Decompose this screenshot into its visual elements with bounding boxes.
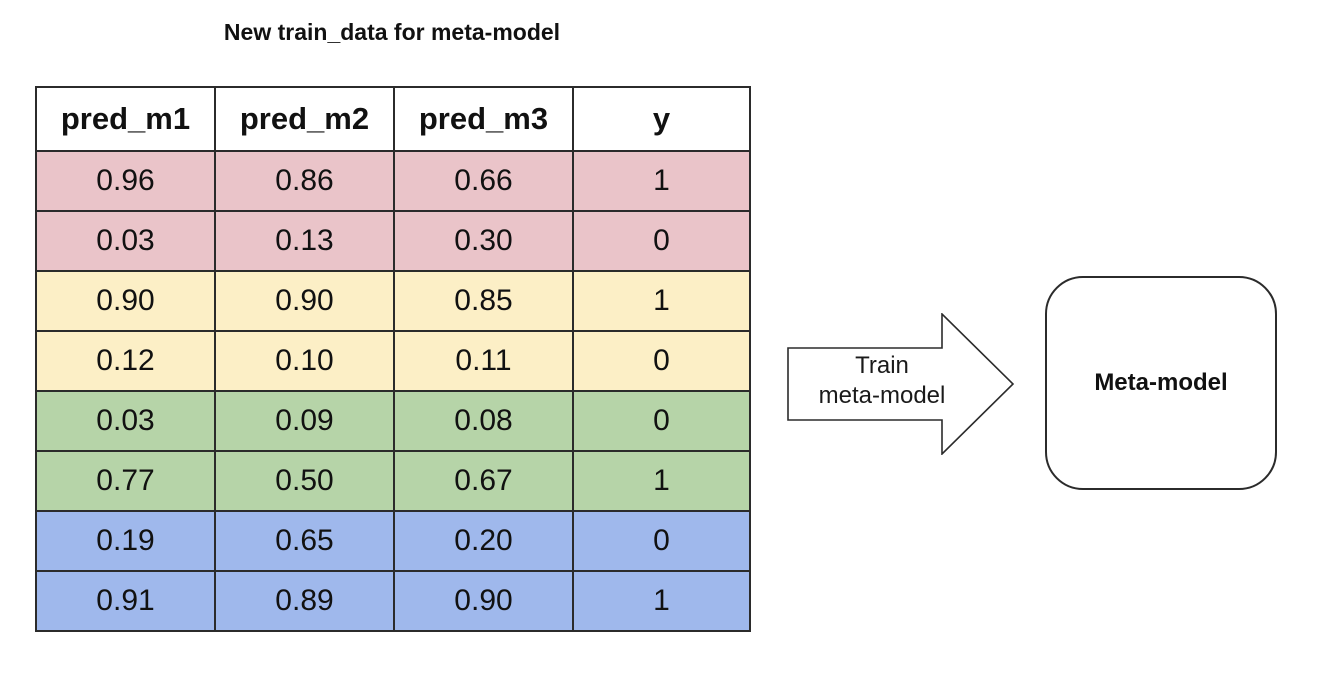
meta-model-label: Meta-model (1094, 369, 1228, 396)
table-cell: 0 (572, 210, 751, 272)
table-cell: 0.86 (214, 150, 395, 212)
table-cell: 0.89 (214, 570, 395, 632)
diagram-title: New train_data for meta-model (223, 19, 561, 45)
table-row: 0.03 0.13 0.30 0 (35, 210, 751, 272)
table-cell: 0.03 (35, 210, 216, 272)
header-cell-y: y (572, 86, 751, 152)
table-cell: 0.12 (35, 330, 216, 392)
table-row: 0.91 0.89 0.90 1 (35, 570, 751, 632)
header-cell-pred-m1: pred_m1 (35, 86, 216, 152)
table-cell: 0 (572, 330, 751, 392)
table-cell: 0.10 (214, 330, 395, 392)
table-cell: 0.96 (35, 150, 216, 212)
table-row: 0.12 0.10 0.11 0 (35, 330, 751, 392)
arrow-label-line-1: Train (855, 352, 909, 379)
table-cell: 1 (572, 570, 751, 632)
table-body: 0.96 0.86 0.66 1 0.03 0.13 0.30 0 0.90 0… (35, 150, 751, 632)
table-cell: 0.77 (35, 450, 216, 512)
table-cell: 0.30 (393, 210, 574, 272)
table-cell: 0.65 (214, 510, 395, 572)
arrow-label-line-2: meta-model (818, 382, 946, 409)
table-cell: 0.66 (393, 150, 574, 212)
train-arrow: Train meta-model (787, 313, 1017, 455)
table-cell: 0.90 (35, 270, 216, 332)
table-cell: 1 (572, 270, 751, 332)
table-header-row: pred_m1 pred_m2 pred_m3 y (35, 86, 751, 152)
table-cell: 0.90 (393, 570, 574, 632)
table-cell: 0.13 (214, 210, 395, 272)
table-cell: 0.90 (214, 270, 395, 332)
table-cell: 0.11 (393, 330, 574, 392)
table-cell: 0.91 (35, 570, 216, 632)
table-cell: 0.50 (214, 450, 395, 512)
header-cell-pred-m2: pred_m2 (214, 86, 395, 152)
header-cell-pred-m3: pred_m3 (393, 86, 574, 152)
table-cell: 0.19 (35, 510, 216, 572)
table-cell: 0.67 (393, 450, 574, 512)
table-cell: 0 (572, 390, 751, 452)
table-cell: 1 (572, 150, 751, 212)
arrow-label: Train meta-model (787, 351, 977, 411)
table-cell: 0.09 (214, 390, 395, 452)
table-cell: 1 (572, 450, 751, 512)
meta-model-box: Meta-model (1045, 276, 1277, 490)
table-cell: 0.20 (393, 510, 574, 572)
table-row: 0.03 0.09 0.08 0 (35, 390, 751, 452)
table-cell: 0.08 (393, 390, 574, 452)
table-row: 0.19 0.65 0.20 0 (35, 510, 751, 572)
table-cell: 0 (572, 510, 751, 572)
table-row: 0.96 0.86 0.66 1 (35, 150, 751, 212)
table-row: 0.90 0.90 0.85 1 (35, 270, 751, 332)
table-cell: 0.85 (393, 270, 574, 332)
table-row: 0.77 0.50 0.67 1 (35, 450, 751, 512)
train-data-table: pred_m1 pred_m2 pred_m3 y 0.96 0.86 0.66… (35, 86, 751, 632)
right-arrow-icon (787, 313, 1015, 455)
table-cell: 0.03 (35, 390, 216, 452)
